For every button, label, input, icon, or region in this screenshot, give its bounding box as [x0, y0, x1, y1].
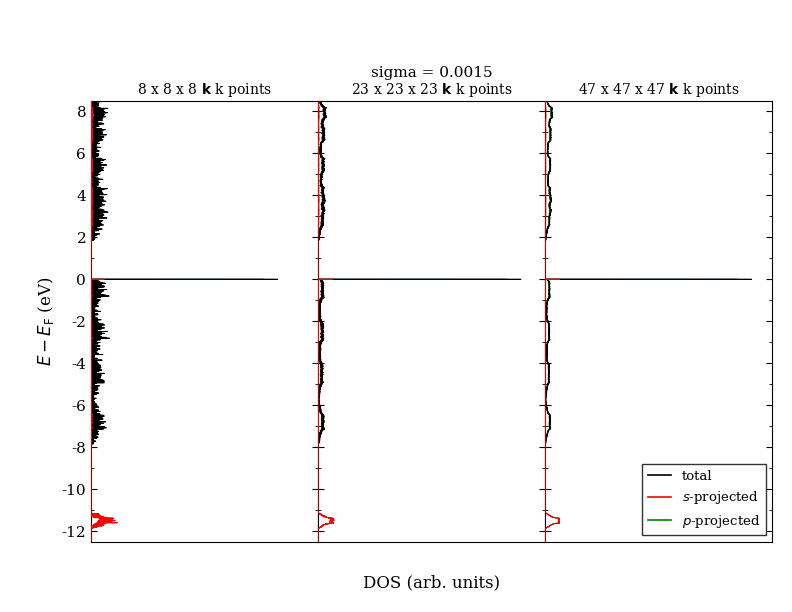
Legend: total, $s$-projected, $p$-projected: total, $s$-projected, $p$-projected	[642, 465, 766, 535]
Title: 23 x 23 x 23 $\mathbf{k}$ k points: 23 x 23 x 23 $\mathbf{k}$ k points	[351, 81, 512, 99]
Text: sigma = 0.0015: sigma = 0.0015	[371, 65, 493, 80]
Title: 47 x 47 x 47 $\mathbf{k}$ k points: 47 x 47 x 47 $\mathbf{k}$ k points	[578, 81, 740, 99]
Text: DOS (arb. units): DOS (arb. units)	[363, 575, 501, 592]
Y-axis label: $E - E_{\mathrm{F}}$ (eV): $E - E_{\mathrm{F}}$ (eV)	[36, 277, 56, 366]
Title: 8 x 8 x 8 $\mathbf{k}$ k points: 8 x 8 x 8 $\mathbf{k}$ k points	[137, 81, 272, 99]
